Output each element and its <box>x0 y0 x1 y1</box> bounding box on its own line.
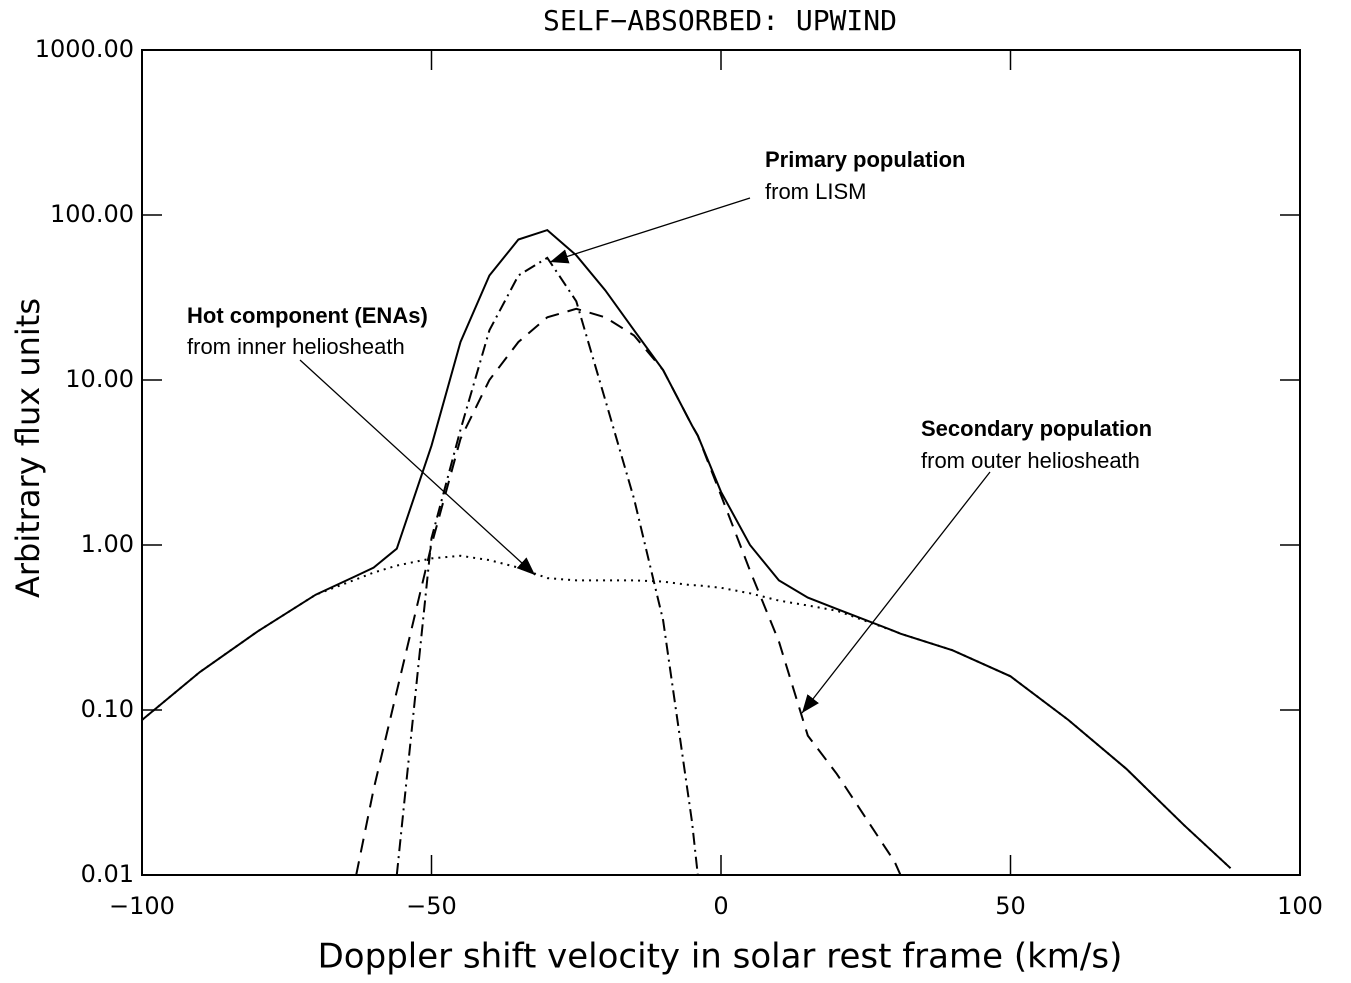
y-tick-label: 0.10 <box>81 695 134 723</box>
chart-title: SELF−ABSORBED: UPWIND <box>543 4 897 37</box>
annotation-arrow <box>801 471 991 714</box>
series-line <box>355 307 902 876</box>
y-tick-label: 1000.00 <box>35 35 134 63</box>
x-tick-label: 50 <box>995 892 1026 920</box>
y-tick-label: 0.01 <box>81 860 134 888</box>
annotation-text: from inner heliosheath <box>187 334 405 359</box>
x-tick-label: −50 <box>406 892 457 920</box>
y-tick-label: 100.00 <box>50 200 134 228</box>
y-tick-label: 10.00 <box>65 365 134 393</box>
y-tick-label: 1.00 <box>81 530 134 558</box>
annotation-text: from outer heliosheath <box>921 448 1140 473</box>
annotation-title: Hot component (ENAs) <box>187 303 428 328</box>
x-tick-label: 0 <box>713 892 728 920</box>
x-tick-label: −100 <box>109 892 175 920</box>
annotation-title: Secondary population <box>921 416 1152 441</box>
annotation-arrow <box>549 197 751 264</box>
x-tick-label: 100 <box>1277 892 1323 920</box>
annotation-text: from LISM <box>765 179 866 204</box>
y-axis-label: Arbitrary flux units <box>9 298 47 598</box>
annotation-title: Primary population <box>765 147 965 172</box>
annotation-arrow <box>299 359 536 576</box>
series-line <box>395 256 699 876</box>
series-line <box>141 554 1232 869</box>
x-axis-label: Doppler shift velocity in solar rest fra… <box>318 937 1123 977</box>
